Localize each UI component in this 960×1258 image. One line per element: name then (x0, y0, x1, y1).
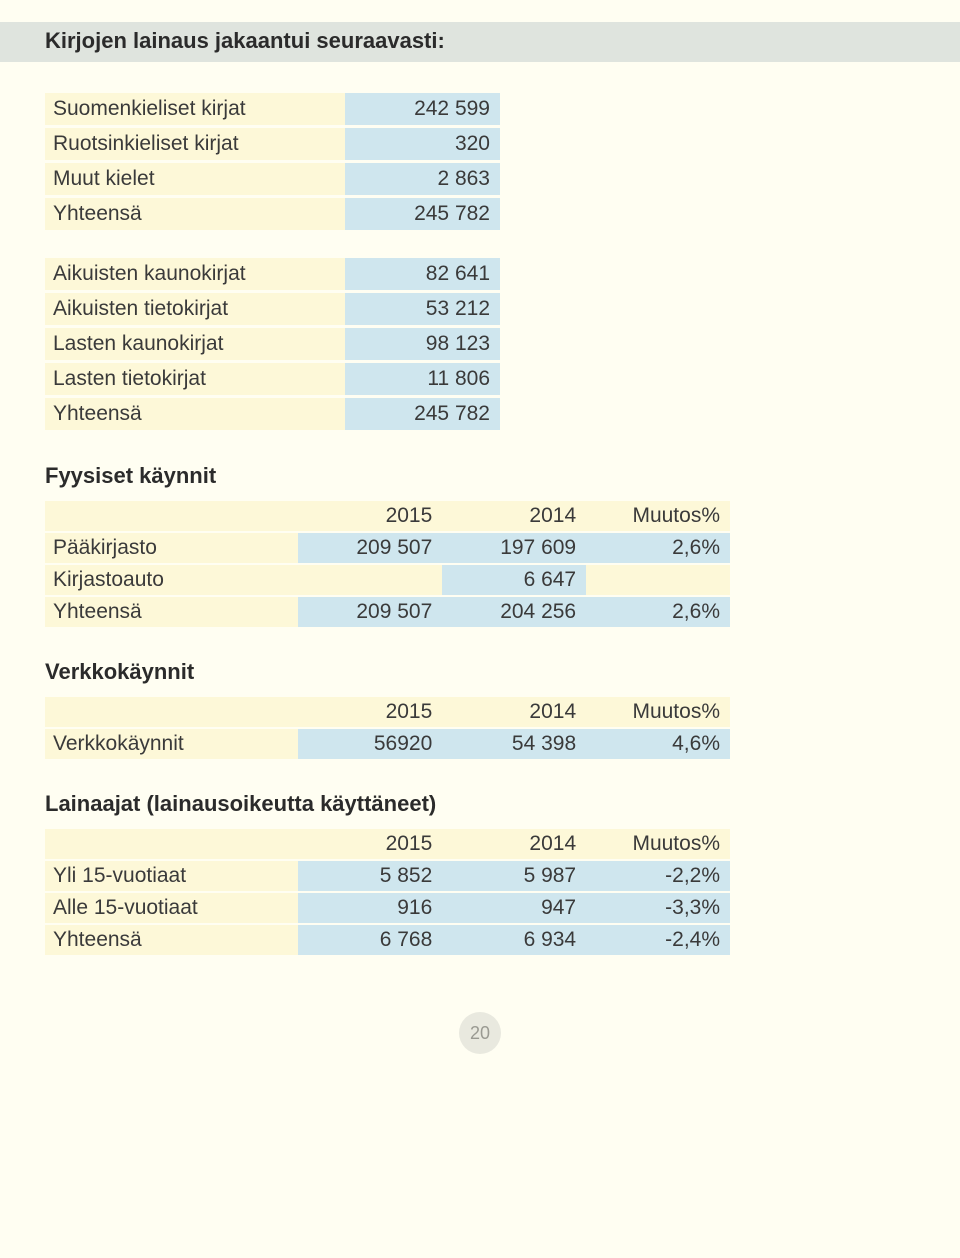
table-row: Kirjastoauto 6 647 (45, 565, 730, 595)
row-value: 320 (345, 128, 500, 160)
table-row: Pääkirjasto 209 507 197 609 2,6% (45, 533, 730, 563)
book-lending-languages-table: Suomenkieliset kirjat 242 599 Ruotsinkie… (45, 90, 500, 233)
col-header (45, 697, 298, 727)
cell-value: -2,2% (586, 861, 730, 891)
table-header-row: 2015 2014 Muutos% (45, 501, 730, 531)
cell-value: 56920 (298, 729, 442, 759)
physical-visits-heading: Fyysiset käynnit (45, 463, 915, 489)
row-label: Pääkirjasto (45, 533, 298, 563)
table-row: Lasten tietokirjat 11 806 (45, 363, 500, 395)
row-value: 82 641 (345, 258, 500, 290)
col-header: 2015 (298, 501, 442, 531)
col-header: 2014 (442, 697, 586, 727)
row-value: 53 212 (345, 293, 500, 325)
col-header: 2014 (442, 829, 586, 859)
row-label: Verkkokäynnit (45, 729, 298, 759)
table-row: Muut kielet 2 863 (45, 163, 500, 195)
table-row: Yhteensä 245 782 (45, 198, 500, 230)
cell-value: 54 398 (442, 729, 586, 759)
table-row: Suomenkieliset kirjat 242 599 (45, 93, 500, 125)
table-row: Lasten kaunokirjat 98 123 (45, 328, 500, 360)
row-label: Aikuisten kaunokirjat (45, 258, 345, 290)
cell-value: 4,6% (586, 729, 730, 759)
cell-value (298, 565, 442, 595)
col-header: 2014 (442, 501, 586, 531)
row-value: 98 123 (345, 328, 500, 360)
col-header (45, 501, 298, 531)
row-value: 2 863 (345, 163, 500, 195)
col-header: Muutos% (586, 829, 730, 859)
page-number-container: 20 (45, 1012, 915, 1054)
cell-value (586, 565, 730, 595)
row-label: Yhteensä (45, 198, 345, 230)
col-header (45, 829, 298, 859)
physical-visits-table: 2015 2014 Muutos% Pääkirjasto 209 507 19… (45, 499, 730, 629)
cell-value: 916 (298, 893, 442, 923)
cell-value: 2,6% (586, 533, 730, 563)
table-row: Aikuisten kaunokirjat 82 641 (45, 258, 500, 290)
cell-value: 6 768 (298, 925, 442, 955)
row-value: 245 782 (345, 198, 500, 230)
table-header-row: 2015 2014 Muutos% (45, 697, 730, 727)
table-header-row: 2015 2014 Muutos% (45, 829, 730, 859)
cell-value: -2,4% (586, 925, 730, 955)
table-row: Verkkokäynnit 56920 54 398 4,6% (45, 729, 730, 759)
cell-value: 6 647 (442, 565, 586, 595)
row-label: Yhteensä (45, 597, 298, 627)
row-label: Alle 15-vuotiaat (45, 893, 298, 923)
section-heading-bar: Kirjojen lainaus jakaantui seuraavasti: (0, 22, 960, 62)
col-header: 2015 (298, 829, 442, 859)
row-label: Yhteensä (45, 925, 298, 955)
table-row: Yhteensä 245 782 (45, 398, 500, 430)
page-number: 20 (459, 1012, 501, 1054)
borrowers-table: 2015 2014 Muutos% Yli 15-vuotiaat 5 852 … (45, 827, 730, 957)
borrowers-heading: Lainaajat (lainausoikeutta käyttäneet) (45, 791, 915, 817)
web-visits-table: 2015 2014 Muutos% Verkkokäynnit 56920 54… (45, 695, 730, 761)
col-header: Muutos% (586, 697, 730, 727)
cell-value: 209 507 (298, 533, 442, 563)
cell-value: 197 609 (442, 533, 586, 563)
book-lending-categories-table: Aikuisten kaunokirjat 82 641 Aikuisten t… (45, 255, 500, 433)
table-row: Aikuisten tietokirjat 53 212 (45, 293, 500, 325)
row-label: Aikuisten tietokirjat (45, 293, 345, 325)
table-row: Yhteensä 209 507 204 256 2,6% (45, 597, 730, 627)
cell-value: 947 (442, 893, 586, 923)
col-header: 2015 (298, 697, 442, 727)
table-row: Ruotsinkieliset kirjat 320 (45, 128, 500, 160)
cell-value: 5 987 (442, 861, 586, 891)
cell-value: 5 852 (298, 861, 442, 891)
cell-value: 6 934 (442, 925, 586, 955)
cell-value: 209 507 (298, 597, 442, 627)
row-label: Muut kielet (45, 163, 345, 195)
row-label: Kirjastoauto (45, 565, 298, 595)
col-header: Muutos% (586, 501, 730, 531)
table-row: Yli 15-vuotiaat 5 852 5 987 -2,2% (45, 861, 730, 891)
row-label: Lasten kaunokirjat (45, 328, 345, 360)
row-value: 242 599 (345, 93, 500, 125)
row-label: Suomenkieliset kirjat (45, 93, 345, 125)
row-value: 245 782 (345, 398, 500, 430)
row-label: Yhteensä (45, 398, 345, 430)
table-row: Yhteensä 6 768 6 934 -2,4% (45, 925, 730, 955)
row-label: Ruotsinkieliset kirjat (45, 128, 345, 160)
table-row: Alle 15-vuotiaat 916 947 -3,3% (45, 893, 730, 923)
cell-value: 2,6% (586, 597, 730, 627)
row-label: Lasten tietokirjat (45, 363, 345, 395)
web-visits-heading: Verkkokäynnit (45, 659, 915, 685)
row-label: Yli 15-vuotiaat (45, 861, 298, 891)
main-heading: Kirjojen lainaus jakaantui seuraavasti: (45, 28, 915, 54)
cell-value: 204 256 (442, 597, 586, 627)
row-value: 11 806 (345, 363, 500, 395)
cell-value: -3,3% (586, 893, 730, 923)
